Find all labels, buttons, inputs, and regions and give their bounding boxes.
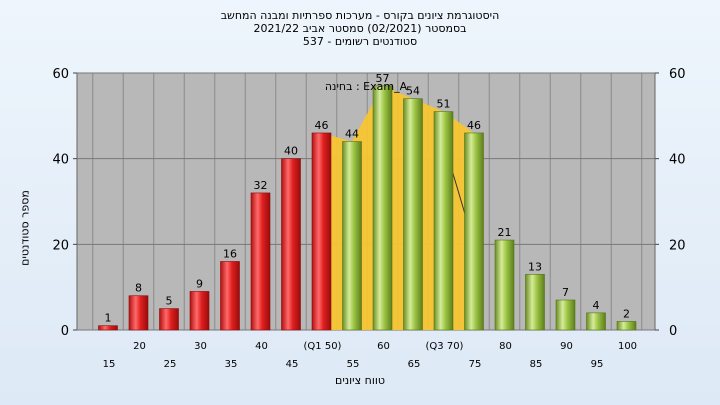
bar-40	[250, 192, 271, 331]
bar-Q370	[433, 111, 454, 331]
x-tick-label: 55	[347, 359, 360, 370]
x-tick-label: 85	[530, 359, 543, 370]
x-tick-label: (Q1 50)	[304, 341, 342, 352]
bar-value-label: 7	[562, 286, 569, 299]
y-tick-label-right: 60	[669, 67, 686, 82]
bar-30	[189, 291, 210, 331]
x-tick-label: 15	[103, 359, 116, 370]
x-tick-label: 45	[286, 359, 299, 370]
x-tick-label: 75	[469, 359, 482, 370]
bar-75	[464, 132, 484, 331]
bar-90	[555, 299, 576, 331]
bar-value-label: 1	[105, 312, 112, 325]
bar-value-label: 40	[284, 145, 298, 158]
y-tick-label-left: 0	[61, 324, 69, 339]
y-tick-label-right: 0	[669, 324, 677, 339]
bar-value-label: 54	[406, 85, 420, 98]
x-axis-label: טווח ציונים	[335, 374, 385, 387]
bar-25	[159, 308, 179, 331]
x-tick-label: (Q3 70)	[426, 341, 464, 352]
x-tick-label: 65	[408, 359, 421, 370]
chart-title-line-2: בסמסטר (02/2021) סמסטר אביב 2021/22	[253, 22, 467, 35]
bar-value-label: 9	[196, 277, 203, 290]
y-tick-label-left: 40	[52, 153, 69, 168]
x-tick-label: 80	[499, 341, 512, 352]
x-tick-label: 40	[255, 341, 268, 352]
bar-value-label: 8	[135, 282, 142, 295]
bar-80	[494, 239, 515, 331]
chart-title-line-1: היסטוגרמת ציונים בקורס - מערכות ספרתיות …	[220, 9, 500, 22]
bar-45	[281, 158, 301, 331]
bar-95	[586, 312, 606, 331]
y-tick-label-left: 20	[52, 238, 69, 253]
bar-value-label: 46	[467, 119, 481, 132]
bar-value-label: 4	[593, 299, 600, 312]
bar-20	[128, 295, 149, 331]
bar-60	[372, 85, 393, 331]
bar-value-label: 13	[528, 260, 542, 273]
bar-value-label: 57	[376, 72, 390, 85]
bar-value-label: 5	[166, 295, 173, 308]
x-tick-label: 25	[164, 359, 177, 370]
bar-value-label: 46	[315, 119, 329, 132]
bar-value-label: 16	[223, 247, 237, 260]
bar-100	[616, 321, 637, 331]
bar-55	[342, 141, 362, 331]
x-tick-label: 60	[377, 341, 390, 352]
x-tick-label: 90	[560, 341, 573, 352]
x-tick-label: 30	[194, 341, 207, 352]
bar-value-label: 32	[254, 179, 268, 192]
bar-65	[403, 98, 423, 331]
y-tick-label-right: 40	[669, 153, 686, 168]
exam-annotation: בחינה : Exam_A	[325, 80, 408, 93]
bar-Q150	[311, 132, 332, 331]
y-tick-label-left: 60	[52, 67, 69, 82]
bar-35	[220, 261, 240, 331]
bar-value-label: 2	[623, 307, 630, 320]
bar-value-label: 44	[345, 128, 359, 141]
bar-value-label: 21	[498, 226, 512, 239]
bar-value-label: 51	[437, 98, 451, 111]
x-tick-label: 20	[133, 341, 146, 352]
y-tick-label-right: 20	[669, 238, 686, 253]
x-tick-label: 100	[618, 341, 637, 352]
y-axis-label: מספר סטודנטים	[18, 190, 32, 266]
bar-85	[525, 274, 545, 331]
x-tick-label: 35	[225, 359, 238, 370]
bar-15	[98, 325, 118, 331]
chart-title-line-3: סטודנטים רשומים - 537	[302, 35, 418, 48]
x-tick-label: 95	[591, 359, 604, 370]
